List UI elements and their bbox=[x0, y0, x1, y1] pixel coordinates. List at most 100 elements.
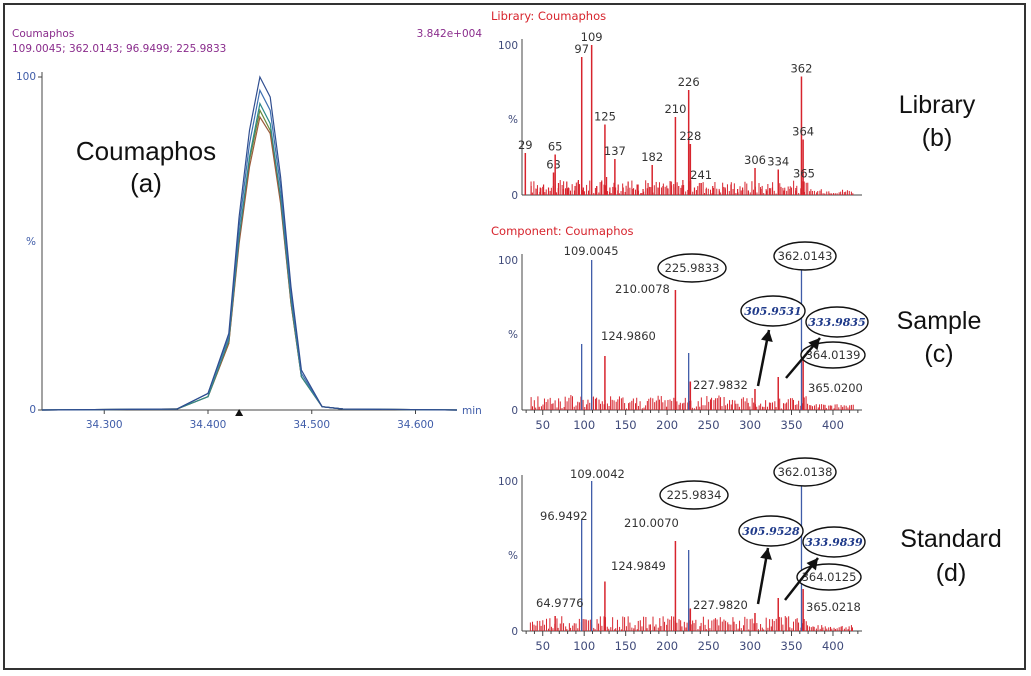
spectrum-y-label-pct: % bbox=[508, 550, 518, 562]
sample-spectrum: 100% 0 50 100 150 200 250 300 350 400 bbox=[498, 254, 862, 432]
peak-label: 109 bbox=[581, 30, 603, 44]
spectrum-x-tick-label: 400 bbox=[822, 418, 844, 432]
peak-label: 364.0125 bbox=[802, 570, 857, 584]
spectrum-x-tick-label: 50 bbox=[535, 639, 550, 653]
peak-label: 305.9528 bbox=[742, 525, 800, 538]
peak-label: 125 bbox=[594, 110, 616, 124]
spectrum-y-label-pct: % bbox=[508, 114, 518, 126]
peak-label: 365 bbox=[793, 167, 815, 181]
spectrum-y-label-0: 0 bbox=[511, 626, 518, 638]
label-circle bbox=[738, 515, 804, 547]
spectrum-x-tick-label: 200 bbox=[656, 418, 678, 432]
chrom-y-label-100: 100 bbox=[16, 71, 36, 83]
chrom-x-tick-label: 34.600 bbox=[397, 419, 434, 431]
spectrum-x-tick-label: 350 bbox=[781, 418, 803, 432]
label-circle bbox=[796, 563, 862, 591]
peak-label: 225.9833 bbox=[665, 261, 720, 275]
spectrum-x-tick-label: 300 bbox=[739, 418, 761, 432]
peak-label: 63 bbox=[546, 158, 561, 172]
arrow-head bbox=[808, 338, 820, 351]
chrom-x-tick-label: 34.500 bbox=[293, 419, 330, 431]
standard-side-label: Standard bbox=[900, 525, 1001, 553]
sample-side-label: Sample bbox=[897, 307, 982, 335]
spectrum-y-label-100: 100 bbox=[498, 476, 518, 488]
peak-label: 333.9835 bbox=[808, 316, 865, 329]
standard-spectrum: 100% 0 50 100 150 200 250 300 350 400 bbox=[498, 475, 862, 653]
peak-label: 109.0042 bbox=[570, 467, 625, 481]
spectrum-y-label-100: 100 bbox=[498, 255, 518, 267]
label-circle bbox=[802, 526, 866, 558]
spectrum-x-tick-label: 100 bbox=[573, 639, 595, 653]
label-circle bbox=[805, 306, 869, 338]
arrow-head bbox=[806, 558, 818, 571]
chrom-x-tick-label: 34.400 bbox=[190, 419, 227, 431]
sample-title: Component: Coumaphos bbox=[491, 224, 634, 238]
chrom-x-tick-label: 34.300 bbox=[86, 419, 123, 431]
chrom-y-label-pct: % bbox=[26, 236, 36, 248]
peak-label: 228 bbox=[679, 129, 701, 143]
label-circle bbox=[657, 253, 727, 283]
spectrum-x-tick-label: 400 bbox=[822, 639, 844, 653]
peak-label: 362.0138 bbox=[778, 465, 833, 479]
library-title: Library: Coumaphos bbox=[491, 9, 606, 23]
peak-label: 137 bbox=[604, 144, 626, 158]
peak-label: 109.0045 bbox=[564, 244, 619, 258]
peak-label: 65 bbox=[548, 140, 563, 154]
chrom-x-ticks: 34.300 34.400 34.500 34.600 bbox=[86, 410, 434, 431]
spectrum-x-tick-label: 100 bbox=[573, 418, 595, 432]
peak-label: 227.9832 bbox=[693, 378, 748, 392]
peak-label: 362.0143 bbox=[778, 249, 833, 263]
arrow-head bbox=[760, 548, 772, 560]
chrom-series-line bbox=[41, 75, 458, 411]
annotations: 109.0045 225.9833 362.0143 210.0078 124.9860… bbox=[536, 241, 869, 614]
spectrum-y-label-pct: % bbox=[508, 329, 518, 341]
peak-label: 97 bbox=[574, 42, 589, 56]
peak-label: 210.0070 bbox=[624, 516, 679, 530]
chrom-y-label-0: 0 bbox=[29, 404, 36, 416]
spectrum-x-tick-label: 250 bbox=[698, 639, 720, 653]
chrom-ions: 109.0045; 362.0143; 96.9499; 225.9833 bbox=[12, 43, 226, 55]
peak-label: 306 bbox=[744, 153, 766, 167]
sample-panel-label: (c) bbox=[924, 340, 953, 368]
chrom-x-unit: min bbox=[462, 405, 482, 417]
chrom-axes: 100 % 0 min 34.300 34.400 34.500 34.600 bbox=[16, 71, 482, 431]
spectrum-x-tick-label: 300 bbox=[739, 639, 761, 653]
peak-label: 364 bbox=[792, 125, 814, 139]
retention-marker bbox=[235, 409, 244, 416]
peak-label: 334 bbox=[767, 155, 789, 169]
peak-label: 362 bbox=[790, 62, 812, 76]
peak-label: 124.9849 bbox=[611, 559, 666, 573]
peak-label: 241 bbox=[690, 168, 712, 182]
peak-label: 305.9531 bbox=[744, 305, 801, 318]
spectrum-x-tick-label: 350 bbox=[781, 639, 803, 653]
peak-label: 364.0139 bbox=[806, 348, 861, 362]
spectrum-x-tick-label: 150 bbox=[615, 639, 637, 653]
chrom-big-label: Coumaphos bbox=[76, 136, 216, 166]
library-panel-label: (b) bbox=[922, 124, 953, 152]
chrom-intensity: 3.842e+004 bbox=[417, 28, 483, 40]
spectrum-x-tick-label: 50 bbox=[535, 418, 550, 432]
chrom-panel-label: (a) bbox=[130, 168, 162, 198]
spectrum-y-label-0: 0 bbox=[511, 405, 518, 417]
peak-label: 64.9776 bbox=[536, 596, 584, 610]
library-side-label: Library bbox=[899, 91, 976, 119]
peak-label: 182 bbox=[641, 150, 663, 164]
chrom-series bbox=[41, 75, 458, 411]
peak-label: 29 bbox=[518, 138, 533, 152]
spectrum-x-tick-label: 150 bbox=[615, 418, 637, 432]
standard-panel-label: (d) bbox=[936, 559, 967, 587]
peak-label: 124.9860 bbox=[601, 329, 656, 343]
peak-label: 210 bbox=[664, 102, 686, 116]
peak-label: 227.9820 bbox=[693, 598, 748, 612]
spectrum-x-tick-label: 250 bbox=[698, 418, 720, 432]
peak-label: 225.9834 bbox=[667, 488, 722, 502]
peak-label: 210.0078 bbox=[615, 282, 670, 296]
chrom-compound: Coumaphos bbox=[12, 28, 74, 40]
label-circle bbox=[773, 241, 837, 271]
spectrum-y-label-0: 0 bbox=[511, 190, 518, 202]
peak-label: 96.9492 bbox=[540, 509, 588, 523]
peak-label: 365.0218 bbox=[806, 600, 861, 614]
arrow-head bbox=[760, 330, 773, 342]
label-circle bbox=[659, 480, 729, 510]
